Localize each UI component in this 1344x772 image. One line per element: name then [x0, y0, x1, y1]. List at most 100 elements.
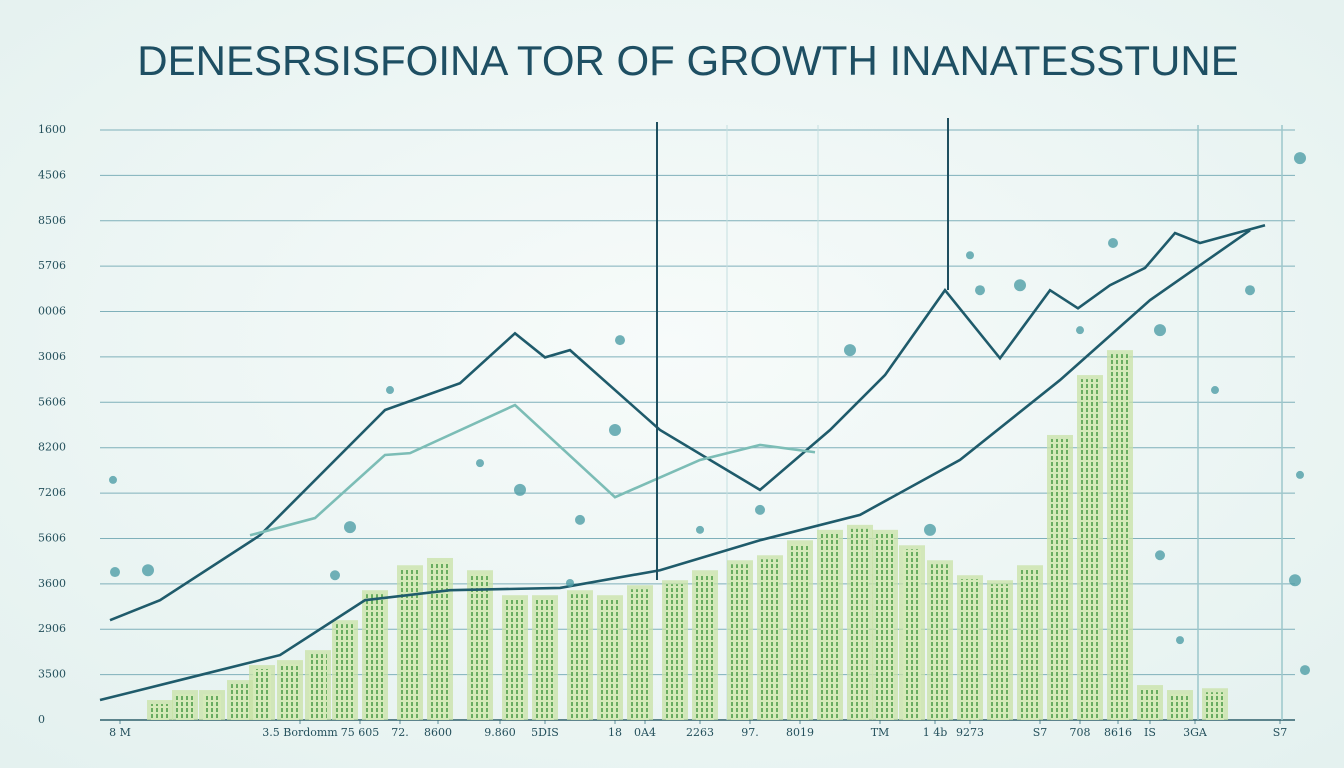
bar-stripes	[151, 704, 169, 720]
scatter-point	[575, 514, 585, 525]
bar-stripes	[253, 669, 271, 720]
x-tick-label: 3GA	[1183, 726, 1208, 739]
scatter-point	[1300, 665, 1310, 676]
bar-stripes	[851, 528, 869, 720]
scatter-point	[476, 459, 484, 468]
x-tick-label: 708	[1070, 726, 1091, 739]
x-tick-label: 97.	[741, 726, 759, 739]
bar-stripes	[536, 599, 554, 720]
bar-stripes	[1021, 569, 1039, 720]
bar-stripes	[631, 589, 649, 720]
scatter-point	[1296, 470, 1304, 479]
x-tick-label: 8019	[786, 726, 814, 739]
bar-stripes	[731, 564, 749, 720]
bar-stripes	[666, 584, 684, 720]
x-tick-label: TM	[871, 726, 890, 739]
scatter-point	[344, 521, 356, 534]
x-tick-label: 1 4b	[923, 726, 948, 739]
bar-stripes	[961, 579, 979, 720]
x-tick-label: 2263	[686, 726, 714, 739]
y-tick-label: 3600	[38, 577, 66, 590]
bar-stripes	[281, 664, 299, 720]
scatter-point	[110, 567, 120, 578]
bar-stripes	[1111, 354, 1129, 720]
bar-stripes	[761, 559, 779, 720]
x-tick-label: 5DIS	[531, 726, 559, 739]
bar-stripes	[1206, 692, 1224, 720]
line	[109, 224, 1266, 622]
scatter-point	[615, 335, 625, 346]
x-tick-label: 0A4	[634, 726, 656, 739]
bar-stripes	[696, 574, 714, 720]
y-tick-label: 4506	[38, 168, 66, 181]
x-tick-label: S7	[1033, 726, 1048, 739]
bar-stripes	[903, 549, 921, 720]
scatter-point	[1154, 324, 1166, 337]
scatter-point	[1176, 636, 1184, 645]
line	[99, 229, 1251, 702]
x-tick-label: 8600	[424, 726, 452, 739]
scatter-point	[1155, 550, 1165, 561]
bar-stripes	[366, 594, 384, 720]
scatter-point	[1294, 152, 1306, 165]
bar-stripes	[401, 569, 419, 720]
y-tick-label: 3006	[38, 350, 66, 363]
bar-stripes	[601, 599, 619, 720]
scatter-point	[975, 285, 985, 296]
scatter-point	[330, 570, 340, 581]
x-tick-label: 9273	[956, 726, 984, 739]
scatter-point	[755, 504, 765, 515]
y-tick-label: 1600	[38, 123, 66, 136]
bar-stripes	[431, 561, 449, 720]
y-tick-label: 5606	[38, 531, 66, 544]
scatter-point	[386, 386, 394, 395]
x-tick-label: 9.860	[484, 726, 516, 739]
chart-title: DENESRSISFOINA TOR OF GROWTH INANATESSTU…	[137, 37, 1238, 84]
scatter-point	[844, 344, 856, 357]
bar-stripes	[876, 533, 894, 720]
bar-stripes	[791, 544, 809, 720]
bar-stripes	[991, 584, 1009, 720]
bar-stripes	[931, 564, 949, 720]
x-tick-label: 75 605	[341, 726, 380, 739]
scatter-point	[1108, 238, 1118, 249]
scatter-point	[109, 475, 117, 484]
x-tick-label: 8616	[1104, 726, 1132, 739]
bar-stripes	[571, 594, 589, 720]
bar-stripes	[176, 694, 194, 720]
x-tick-label: 8 M	[109, 726, 131, 739]
y-tick-label: 7206	[38, 486, 66, 499]
scatter-point	[566, 578, 574, 587]
scatter-point	[1211, 386, 1219, 395]
y-tick-label: 8200	[38, 441, 66, 454]
y-tick-label: 5606	[38, 395, 66, 408]
scatter-point	[1245, 285, 1255, 296]
scatter-point	[142, 564, 154, 577]
bar-stripes	[1171, 694, 1189, 720]
scatter-point	[696, 525, 704, 534]
y-tick-label: 3500	[38, 668, 66, 681]
bar-stripes	[309, 654, 327, 720]
bar-stripes	[821, 533, 839, 720]
scatter-point	[966, 251, 974, 260]
x-tick-label: 18	[608, 726, 622, 739]
scatter-point	[924, 523, 936, 536]
bar-stripes	[1081, 379, 1099, 720]
y-tick-label: 0006	[38, 305, 66, 318]
scatter-point	[609, 423, 621, 436]
x-tick-label: S7	[1273, 726, 1288, 739]
bar-stripes	[506, 599, 524, 720]
scatter-point	[1014, 279, 1026, 292]
bar-stripes	[471, 574, 489, 720]
scatter-point	[1076, 326, 1084, 335]
y-tick-label: 0	[38, 713, 45, 726]
scatter-point	[514, 483, 526, 496]
bar-stripes	[231, 684, 249, 720]
y-tick-label: 5706	[38, 259, 66, 272]
y-tick-label: 2906	[38, 622, 66, 635]
bar-stripes	[1141, 689, 1159, 720]
line	[249, 403, 816, 537]
x-tick-label: 3.5 Bordomm	[262, 726, 338, 739]
